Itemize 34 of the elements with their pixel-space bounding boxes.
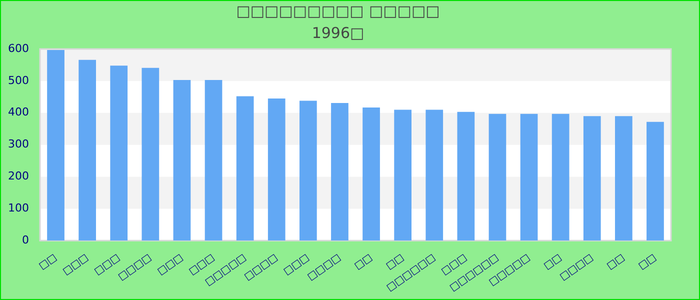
bar [236,96,254,241]
bar [394,110,412,241]
bar [488,114,506,241]
y-tick-label: 200 [8,170,29,183]
bar [583,116,601,241]
y-tick-label: 300 [8,138,29,151]
bar [362,107,380,241]
bar [268,98,286,241]
bar [110,66,128,241]
y-tick-label: 600 [8,42,29,55]
bar [331,102,348,241]
bar [615,116,632,241]
bar [520,114,538,241]
chart-subtitle: 1996□ [312,24,364,42]
bar [204,80,222,241]
x-tick-label: □□ [352,252,374,272]
bar [173,80,191,241]
bar [299,100,317,241]
x-tick-label: □□ [636,252,658,272]
bar [426,110,444,241]
y-tick-label: 0 [22,234,29,247]
x-tick-label: □□ [542,252,564,272]
bar [142,68,160,241]
chart-title: □□□□□□□□□ □□□□□ [236,2,440,20]
bar [47,50,64,241]
x-tick-label: □□ [37,252,59,272]
x-tick-label: □□ [605,252,627,272]
bar [552,114,570,241]
bar [78,60,96,241]
y-tick-label: 400 [8,106,29,119]
y-tick-label: 500 [8,74,29,87]
y-tick-label: 100 [8,202,29,215]
bar [646,122,664,241]
bar [457,112,475,241]
